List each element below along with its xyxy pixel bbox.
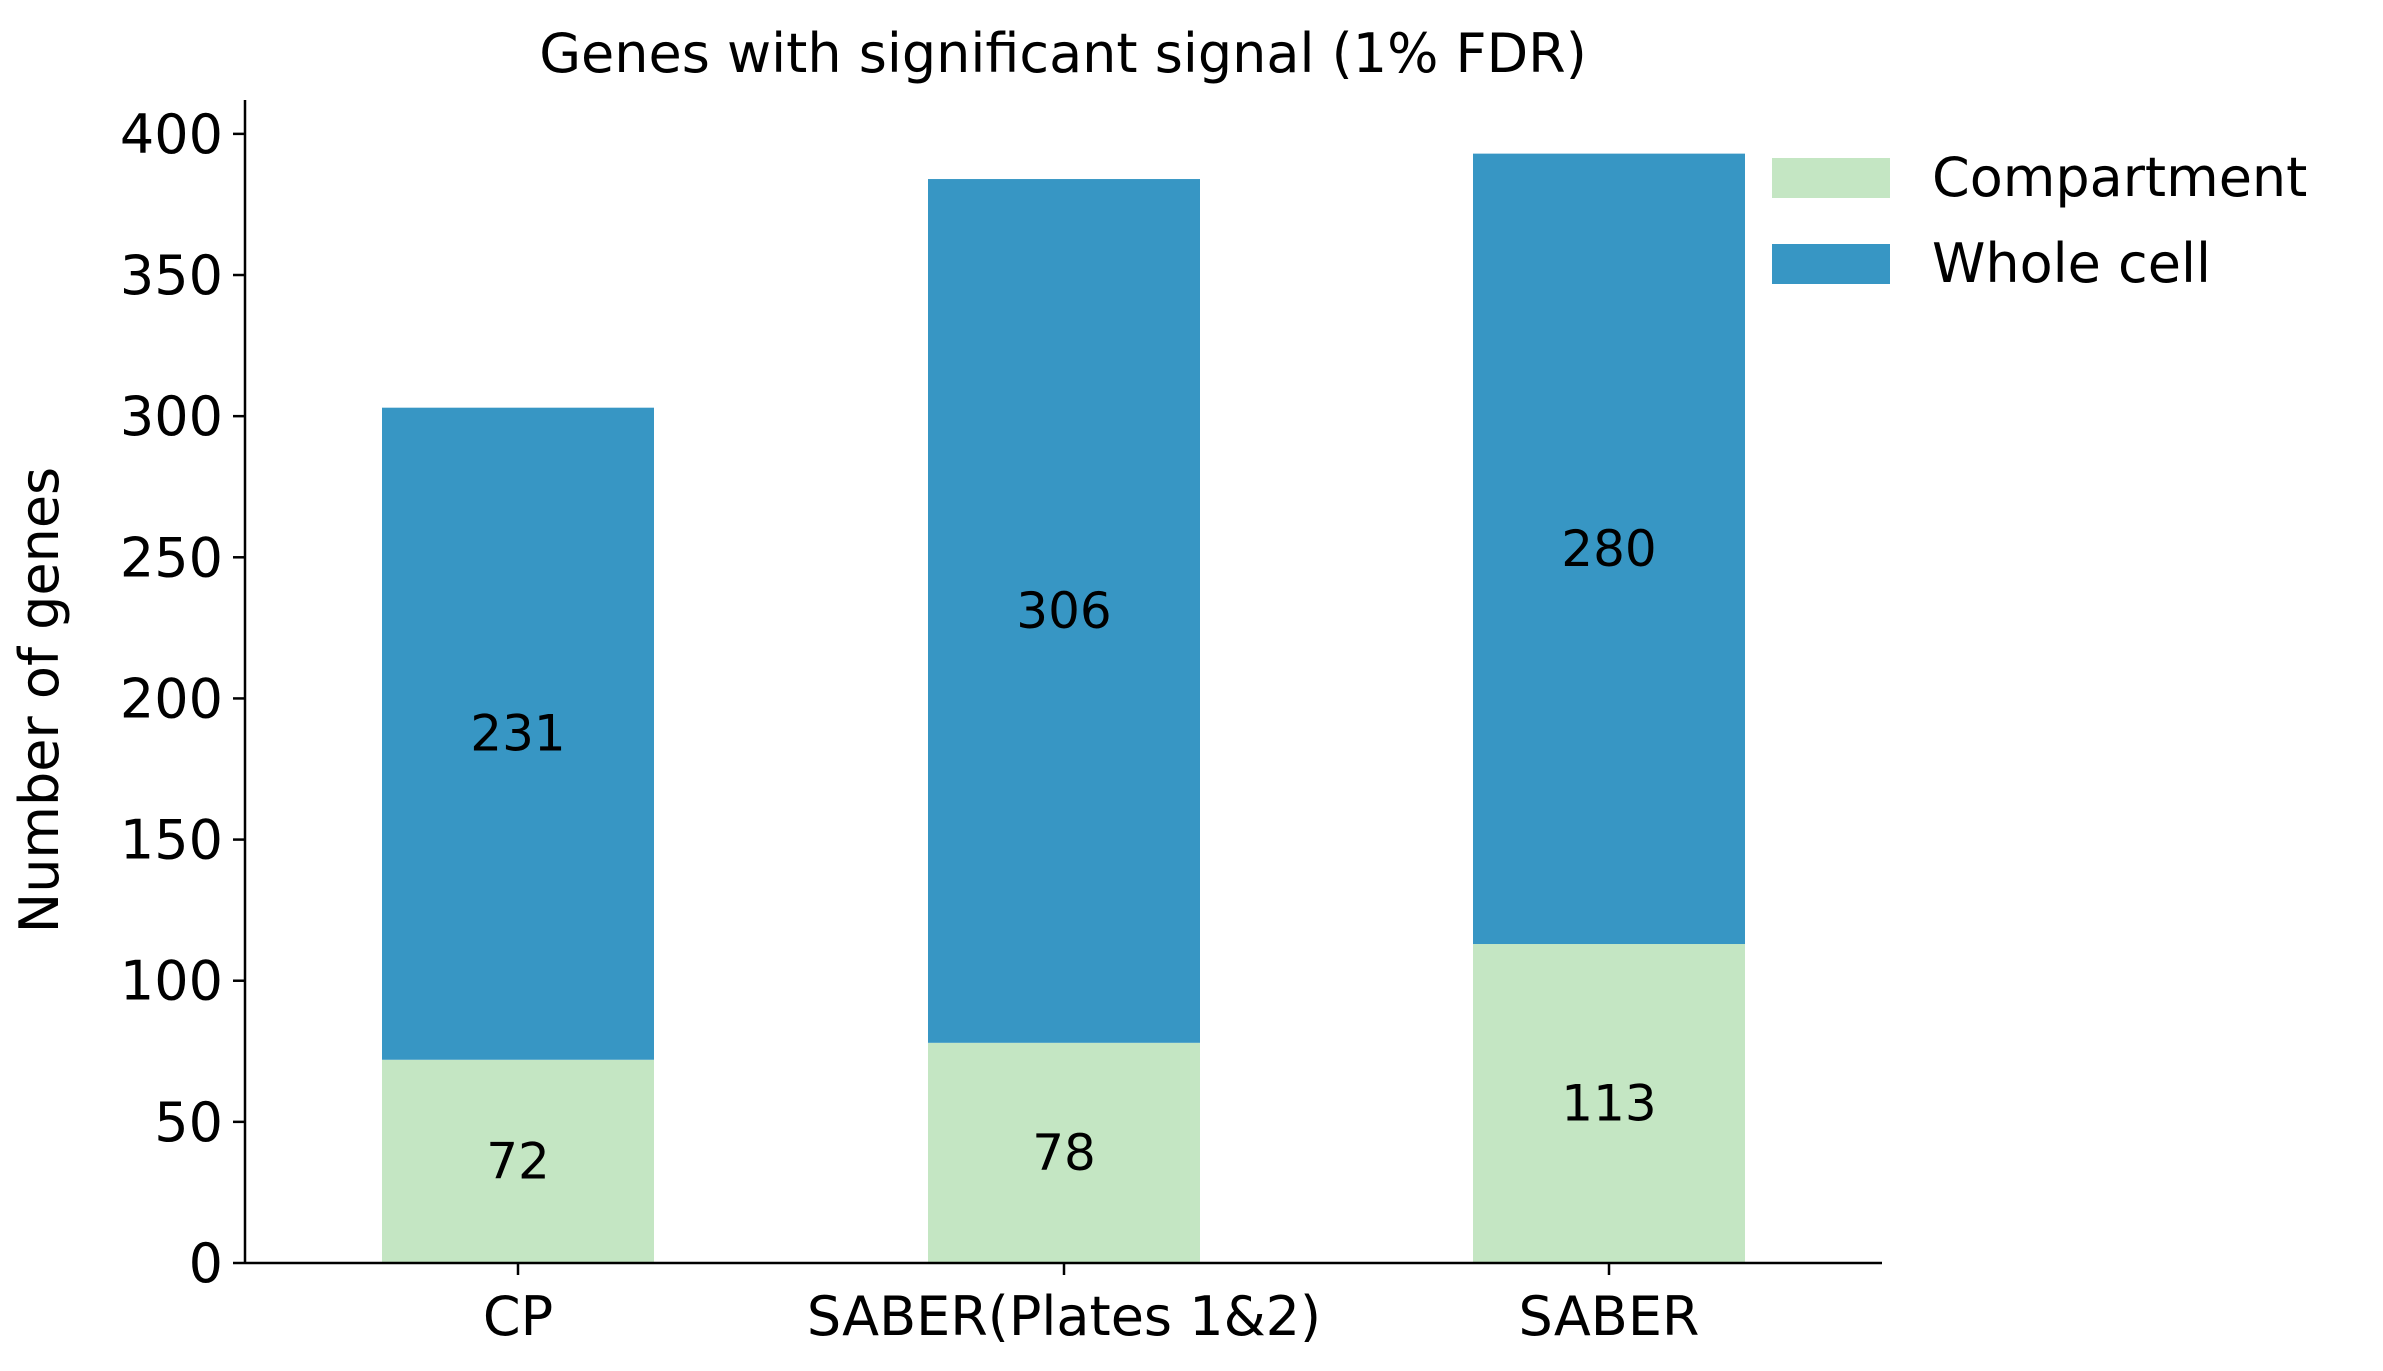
y-tick-label: 200 — [120, 667, 223, 730]
bar-value-label: 280 — [1561, 520, 1656, 578]
legend-swatch-compartment — [1772, 158, 1890, 198]
legend: Compartment Whole cell — [1772, 146, 2307, 295]
bar-value-label: 78 — [1032, 1124, 1096, 1182]
y-tick-label: 50 — [154, 1091, 223, 1154]
bar-whole-cell-1 — [382, 407, 654, 1060]
bar-value-label: 231 — [470, 705, 565, 763]
bars-group: 72 231 78 306 113 280 — [382, 153, 1745, 1263]
y-tick-label: 300 — [120, 385, 223, 448]
y-axis: 0 50 100 150 200 250 300 350 400 — [120, 100, 247, 1295]
y-tick-label: 150 — [120, 809, 223, 872]
y-tick-label: 0 — [189, 1232, 223, 1295]
x-tick-label: SABER — [1519, 1285, 1700, 1348]
bar-compartment-2 — [928, 1042, 1200, 1263]
y-tick-label: 250 — [120, 526, 223, 589]
legend-swatch-whole-cell — [1772, 244, 1890, 284]
y-tick-label: 350 — [120, 244, 223, 307]
bar-whole-cell-2 — [928, 179, 1200, 1043]
x-tick-label: SABER(Plates 1&2) — [807, 1285, 1321, 1348]
x-tick-label: CP — [483, 1285, 553, 1348]
bar-whole-cell-3 — [1473, 153, 1745, 945]
y-axis-label: Number of genes — [8, 467, 71, 933]
legend-label-whole-cell: Whole cell — [1932, 232, 2211, 295]
chart-title: Genes with significant signal (1% FDR) — [539, 22, 1587, 85]
bar-compartment-1 — [382, 1059, 654, 1263]
bar-value-label: 306 — [1016, 582, 1111, 640]
y-tick-label: 100 — [120, 950, 223, 1013]
y-tick-label: 400 — [120, 103, 223, 166]
x-axis: CP SABER(Plates 1&2) SABER — [245, 1261, 1882, 1348]
legend-label-compartment: Compartment — [1932, 146, 2307, 209]
bar-value-label: 72 — [486, 1132, 550, 1190]
bar-value-label: 113 — [1561, 1075, 1656, 1133]
bar-compartment-3 — [1473, 944, 1745, 1263]
